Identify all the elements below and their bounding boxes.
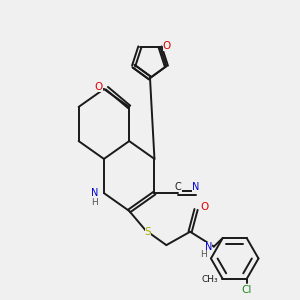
Text: O: O — [94, 82, 103, 92]
Text: O: O — [200, 202, 208, 212]
Text: S: S — [145, 227, 151, 237]
Text: O: O — [163, 41, 171, 51]
Text: CH₃: CH₃ — [201, 274, 218, 284]
Text: N: N — [91, 188, 98, 198]
Text: N: N — [192, 182, 200, 192]
Text: C: C — [175, 182, 181, 192]
Text: N: N — [205, 242, 212, 252]
Text: H: H — [200, 250, 207, 260]
Text: Cl: Cl — [242, 285, 252, 296]
Text: H: H — [91, 197, 98, 206]
